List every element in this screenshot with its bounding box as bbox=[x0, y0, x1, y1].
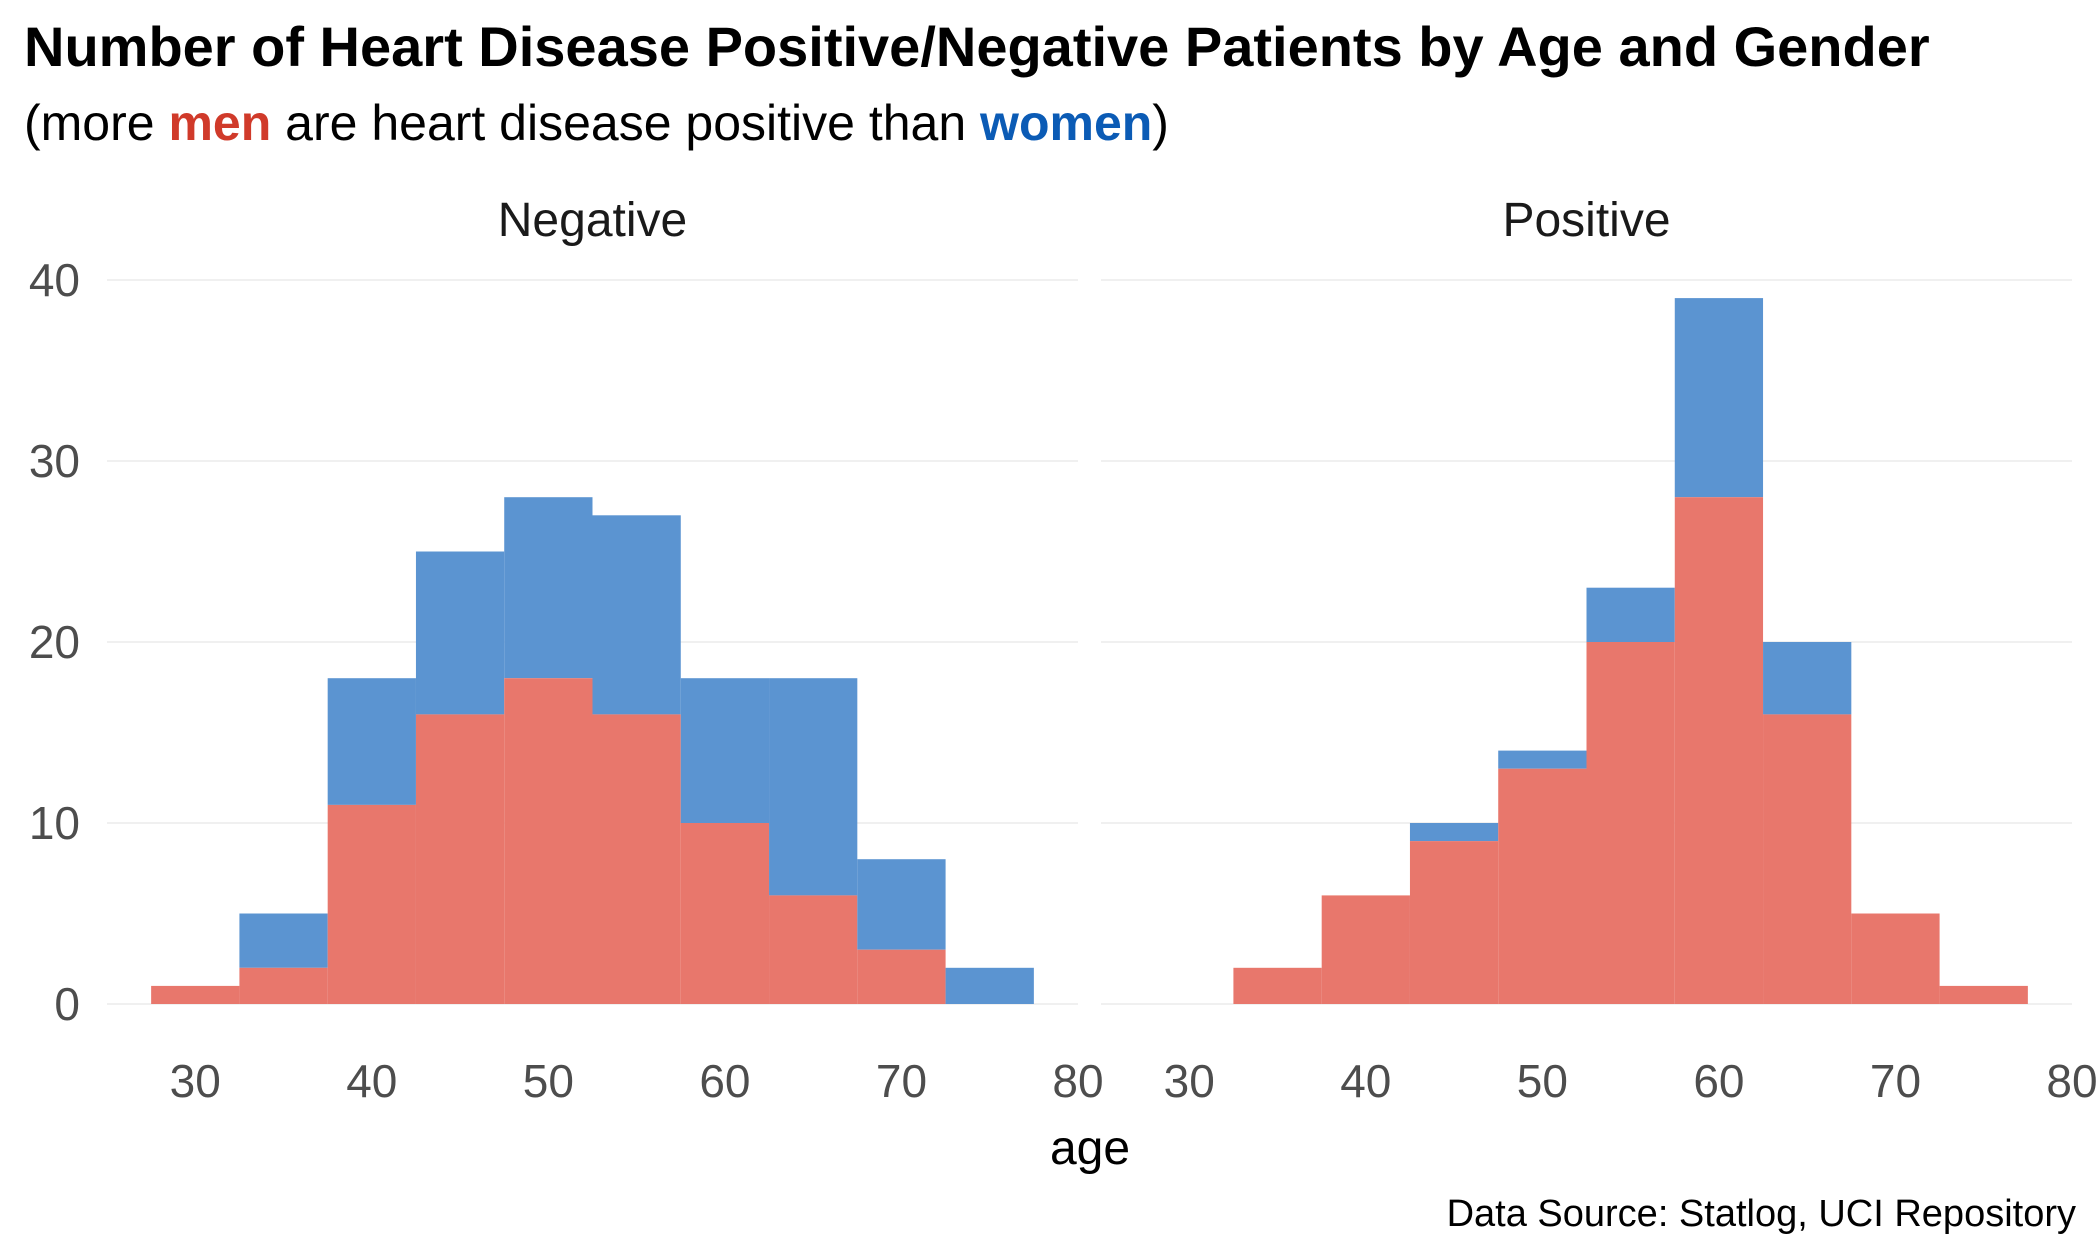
y-tick-label: 20 bbox=[29, 616, 80, 668]
bar-men bbox=[1321, 895, 1410, 1004]
x-tick-label: 40 bbox=[346, 1055, 397, 1107]
bar-women bbox=[857, 859, 946, 950]
bar-men bbox=[857, 949, 946, 1004]
bar-women bbox=[327, 678, 416, 805]
bar-men bbox=[239, 967, 328, 1004]
chart-subtitle: (more men are heart disease positive tha… bbox=[24, 94, 1169, 152]
y-tick-label: 10 bbox=[29, 797, 80, 849]
bar-men bbox=[1409, 841, 1499, 1004]
x-tick-label: 30 bbox=[1164, 1055, 1215, 1107]
bar-men bbox=[592, 714, 681, 1004]
bar-men bbox=[1939, 985, 2028, 1004]
bar-men bbox=[680, 823, 770, 1004]
bar-women bbox=[1674, 298, 1764, 498]
bar-women bbox=[415, 551, 505, 715]
bar-women bbox=[680, 678, 770, 823]
bar-women bbox=[592, 515, 681, 715]
bar-women bbox=[1409, 823, 1499, 842]
bar-women bbox=[945, 967, 1034, 1004]
bar-men bbox=[1763, 714, 1852, 1004]
bar-women bbox=[239, 913, 328, 968]
bar-men bbox=[1674, 497, 1764, 1004]
x-tick-label: 60 bbox=[699, 1055, 750, 1107]
bar-men bbox=[1498, 768, 1587, 1004]
chart-title: Number of Heart Disease Positive/Negativ… bbox=[24, 15, 1930, 78]
subtitle-prefix: (more bbox=[24, 95, 169, 151]
subtitle-women: women bbox=[980, 95, 1153, 151]
x-tick-label: 50 bbox=[523, 1055, 574, 1107]
facet-label: Negative bbox=[498, 194, 687, 247]
bar-women bbox=[504, 497, 593, 679]
subtitle-middle: are heart disease positive than bbox=[271, 95, 981, 151]
bar-men bbox=[1851, 913, 1940, 1004]
bar-men bbox=[504, 678, 593, 1004]
bar-men bbox=[769, 895, 858, 1004]
x-tick-label: 60 bbox=[1693, 1055, 1744, 1107]
bar-men bbox=[151, 985, 240, 1004]
x-tick-label: 70 bbox=[1870, 1055, 1921, 1107]
bar-men bbox=[415, 714, 505, 1004]
bar-men bbox=[327, 804, 416, 1004]
x-tick-label: 70 bbox=[876, 1055, 927, 1107]
bar-women bbox=[1498, 750, 1587, 769]
facet-label: Positive bbox=[1502, 194, 1670, 247]
bar-women bbox=[769, 678, 858, 896]
y-tick-label: 30 bbox=[29, 435, 80, 487]
y-tick-label: 0 bbox=[54, 978, 80, 1030]
y-tick-label: 40 bbox=[29, 254, 80, 306]
bar-women bbox=[1586, 587, 1675, 642]
subtitle-men: men bbox=[168, 95, 272, 151]
subtitle-suffix: ) bbox=[1152, 95, 1169, 151]
x-tick-label: 80 bbox=[1052, 1055, 1103, 1107]
x-tick-label: 50 bbox=[1517, 1055, 1568, 1107]
chart-caption: Data Source: Statlog, UCI Repository bbox=[1446, 1193, 2076, 1235]
bar-men bbox=[1233, 967, 1322, 1004]
x-axis-title: age bbox=[1050, 1122, 1130, 1175]
x-tick-label: 30 bbox=[170, 1055, 221, 1107]
bar-women bbox=[1763, 642, 1852, 715]
x-tick-label: 40 bbox=[1340, 1055, 1391, 1107]
x-tick-label: 80 bbox=[2046, 1055, 2097, 1107]
bar-men bbox=[1586, 642, 1675, 1004]
